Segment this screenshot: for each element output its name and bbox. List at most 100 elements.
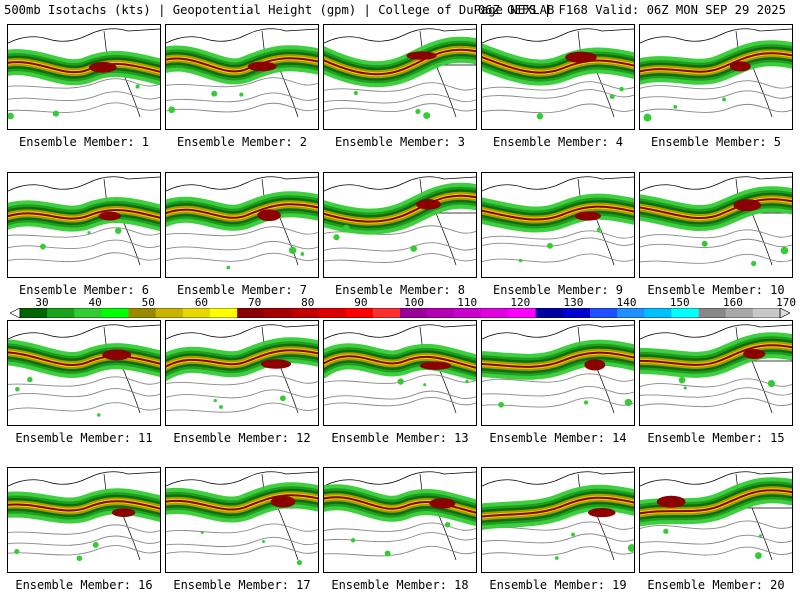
isolated-wind-cell: [350, 538, 356, 543]
isolated-wind-cell: [465, 379, 469, 384]
isolated-wind-cell: [333, 234, 340, 241]
colorbar-tick-label: 40: [88, 296, 102, 309]
isolated-wind-cell: [498, 401, 504, 408]
isolated-wind-cell: [76, 555, 83, 562]
colorbar-tick-label: 30: [35, 296, 49, 309]
isolated-wind-cell: [8, 112, 14, 120]
height-contour: [324, 374, 476, 384]
colorbar-swatch: [128, 308, 157, 318]
isolated-wind-cell: [624, 398, 633, 407]
height-contour: [8, 227, 160, 238]
ensemble-panel-19: [481, 467, 635, 573]
height-contour: [324, 545, 476, 557]
height-contour: [640, 520, 792, 530]
jet-core: [588, 507, 616, 518]
jet-stream-map: [482, 471, 634, 561]
jet-core: [98, 211, 121, 221]
isolated-wind-cell: [619, 86, 624, 92]
height-contour: [8, 91, 160, 102]
ensemble-member-label: Ensemble Member: 8: [334, 283, 466, 297]
isolated-wind-cell: [780, 246, 789, 255]
ensemble-member-label: Ensemble Member: 15: [647, 431, 785, 445]
jet-core: [111, 508, 136, 518]
height-contour: [640, 546, 792, 556]
isolated-wind-cell: [342, 224, 350, 232]
colorbar-tick-label: 170: [776, 296, 796, 309]
height-contour: [166, 240, 318, 251]
colorbar-tick-label: 80: [301, 296, 315, 309]
isolated-wind-cell: [211, 90, 218, 97]
isolated-wind-cell: [52, 110, 60, 117]
jet-isotach-band: [324, 355, 476, 369]
jet-stream-map: [8, 471, 160, 562]
colorbar-tick-label: 70: [247, 296, 262, 309]
ensemble-panel-6: [7, 172, 161, 278]
colorbar-swatch: [617, 308, 645, 318]
jet-stream-map: [166, 28, 318, 118]
colorbar-swatch: [47, 308, 75, 318]
isolated-wind-cell: [678, 376, 686, 384]
isolated-wind-cell: [296, 560, 303, 566]
height-contour: [8, 376, 160, 387]
isolated-wind-cell: [288, 246, 297, 255]
ensemble-panel-12: [165, 320, 319, 426]
height-contour: [482, 89, 634, 99]
height-contour: [640, 397, 792, 408]
height-contour: [8, 102, 160, 113]
jet-core: [656, 495, 686, 508]
ensemble-member-label: Ensemble Member: 9: [492, 283, 624, 297]
height-contour: [640, 238, 792, 248]
colorbar-swatch: [20, 308, 48, 318]
ensemble-member-label: Ensemble Member: 6: [18, 283, 150, 297]
ensemble-member-label: Ensemble Member: 11: [15, 431, 153, 445]
ensemble-panel-15: [639, 320, 793, 426]
isolated-wind-cell: [384, 550, 391, 557]
height-contour: [324, 242, 476, 252]
jet-core: [429, 498, 456, 509]
colorbar-max-arrow: [779, 308, 790, 318]
isolated-wind-cell: [353, 90, 358, 96]
isolated-wind-cell: [554, 556, 559, 560]
jet-isotach-band: [640, 489, 792, 515]
isolated-wind-cell: [279, 395, 286, 402]
ensemble-panel-13: [323, 320, 477, 426]
height-contour: [324, 93, 476, 104]
jet-isotach-band: [324, 48, 476, 76]
isolated-wind-cell: [751, 260, 757, 267]
isolated-wind-cell: [27, 376, 33, 383]
jet-core: [419, 361, 452, 370]
colorbar-swatch: [372, 308, 401, 318]
isolated-wind-cell: [200, 531, 204, 535]
height-contour: [8, 545, 160, 556]
height-contour: [166, 226, 318, 237]
jet-stream-map: [8, 176, 160, 266]
colorbar-tick-label: 110: [457, 296, 478, 309]
jet-core: [406, 51, 437, 60]
colorbar-swatch: [318, 308, 347, 318]
ensemble-panel-3: [323, 24, 477, 130]
colorbar-tick-label: 50: [141, 296, 155, 309]
ensemble-member-label: Ensemble Member: 2: [176, 135, 308, 149]
jet-core: [584, 359, 606, 371]
colorbar-swatch: [74, 308, 102, 318]
height-contour: [482, 533, 634, 544]
isolated-wind-cell: [627, 544, 634, 552]
height-contour: [482, 397, 634, 408]
isolated-wind-cell: [767, 379, 776, 388]
ensemble-panel-18: [323, 467, 477, 573]
ensemble-panel-9: [481, 172, 635, 278]
height-contour: [166, 92, 318, 103]
height-contour: [640, 534, 792, 545]
height-contour: [8, 402, 160, 412]
isolated-wind-cell: [423, 112, 431, 120]
jet-stream-map: [166, 471, 318, 566]
jet-isotach-band: [640, 52, 792, 73]
jet-isotach-band: [324, 194, 476, 223]
jet-isotach-band: [8, 351, 160, 366]
ensemble-member-label: Ensemble Member: 16: [15, 578, 153, 592]
height-contour: [482, 230, 634, 240]
jet-isotach-band: [8, 61, 160, 74]
height-contour: [166, 389, 318, 399]
height-contour: [640, 80, 792, 90]
jet-isotach-band: [166, 349, 318, 368]
